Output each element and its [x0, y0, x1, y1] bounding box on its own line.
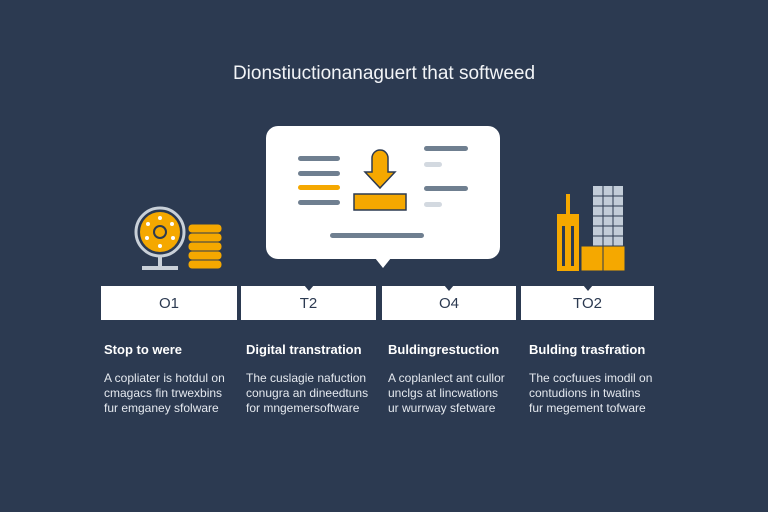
step-box-2: T2 [241, 285, 376, 320]
step-text: The cuslagie nafuction [246, 371, 367, 385]
step-text: The cocfuues imodil on [529, 371, 653, 385]
step-text: A coplanlect ant cullor [388, 371, 505, 385]
step-text: ur wurrway sfetware [388, 401, 496, 415]
step-box-4: TO2 [521, 285, 654, 320]
buildings-icon [557, 186, 626, 272]
step-heading: Bulding trasfration [529, 342, 646, 357]
center-card [266, 126, 500, 259]
step-heading: Buldingrestuction [388, 342, 500, 357]
step-text: cmagacs fin trwexbins [104, 386, 223, 400]
step-label: TO2 [573, 294, 602, 312]
step-text: conugra an dineedtuns [246, 386, 369, 400]
step-text: for mngemersoftware [246, 401, 360, 415]
step-label: O1 [158, 294, 179, 312]
step-label: O4 [438, 294, 459, 312]
step-box-1: O1 [101, 286, 237, 320]
step-description-3: Buldingrestuction A coplanlect ant cullo… [388, 342, 538, 416]
step-description-1: Stop to were A copliater is hotdul on cma… [104, 342, 254, 416]
step-box-3: O4 [382, 285, 516, 320]
step-text: fur megement tofware [529, 401, 646, 415]
page-title: Dionstiuctionanaguert that softweed [232, 63, 536, 84]
step-description-2: Digital transtration The cuslagie nafuct… [246, 342, 396, 416]
step-description-4: Bulding trasfration The cocfuues imodil … [529, 342, 679, 416]
step-label: T2 [299, 294, 318, 312]
card-pointer [375, 258, 391, 268]
step-text: contudions in twatins [529, 386, 641, 400]
globe-coins-icon [134, 206, 223, 270]
step-heading: Digital transtration [246, 342, 362, 357]
step-text: unclgs at lincwations [388, 386, 499, 400]
step-text: fur emganey sfolware [104, 401, 219, 415]
step-text: A copliater is hotdul on [104, 371, 225, 385]
step-heading: Stop to were [104, 342, 183, 357]
download-arrow-icon [353, 149, 407, 211]
